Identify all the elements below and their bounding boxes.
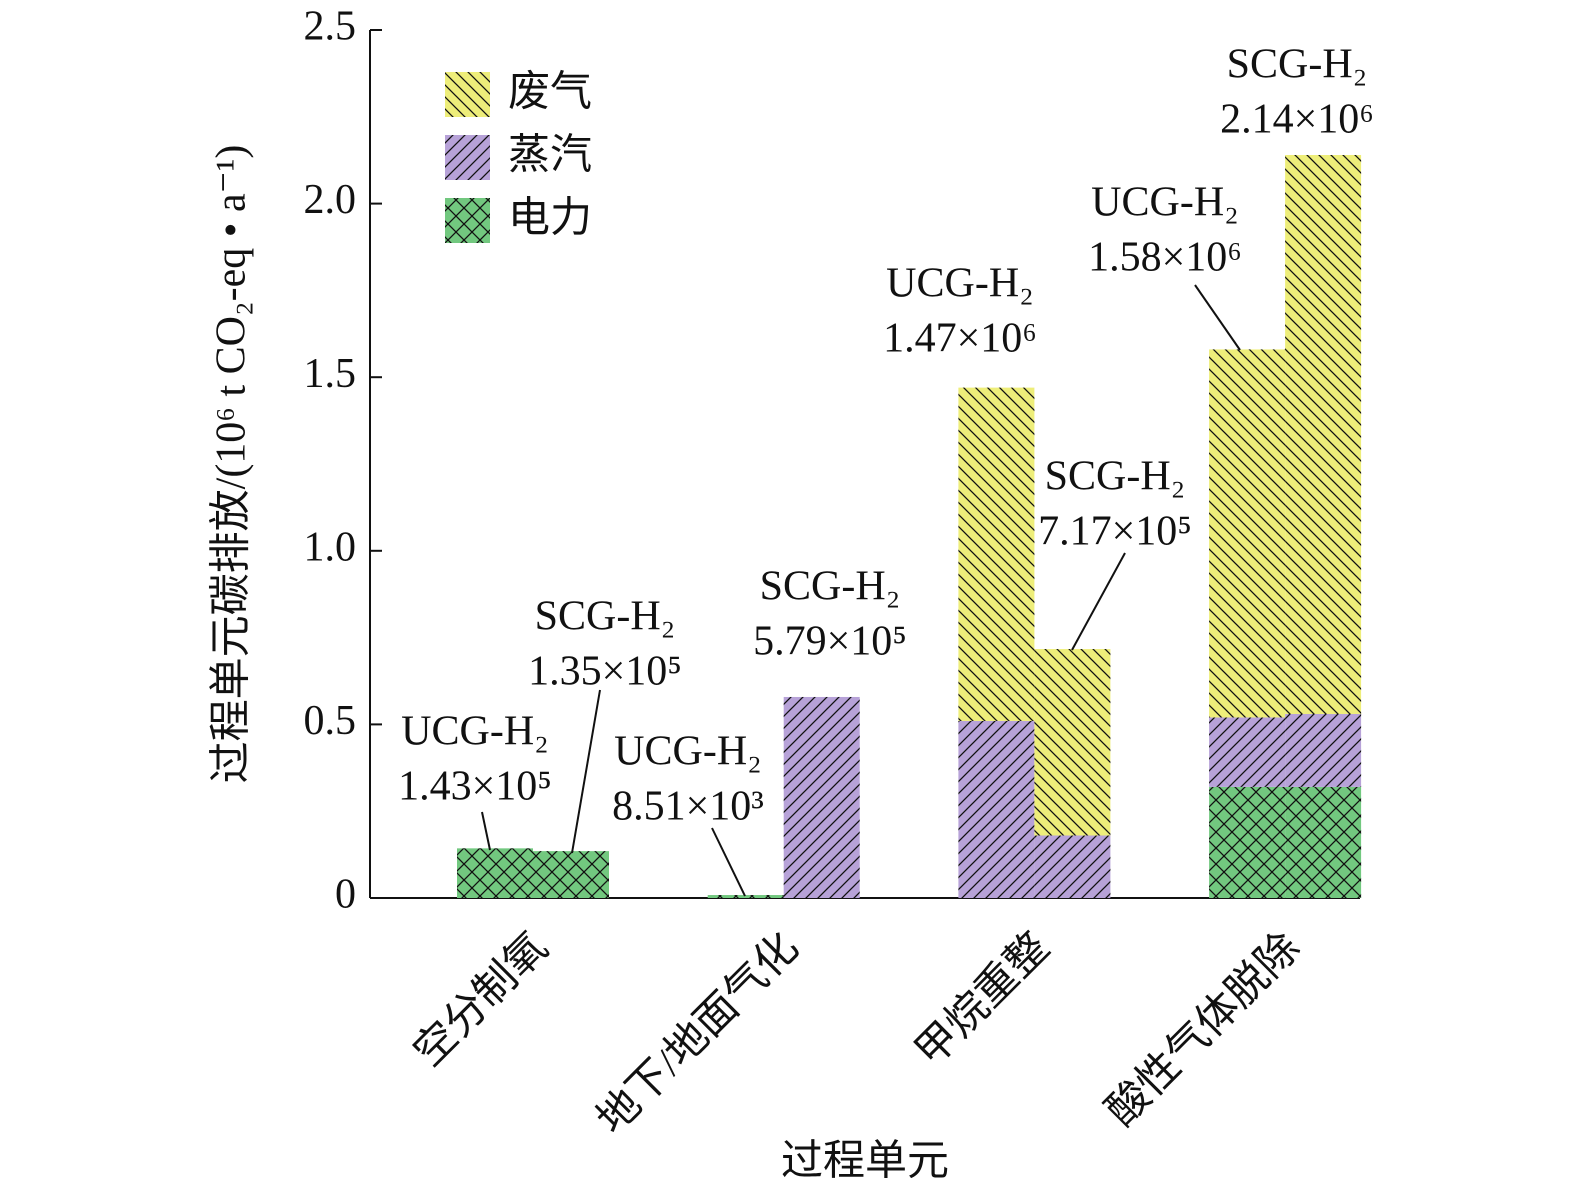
legend-label: 废气 [508,70,592,116]
annotation-value: 2.14×10⁶ [1220,97,1374,143]
bar-hatch [1209,717,1286,787]
legend-label: 电力 [508,196,592,242]
legend-hatch [445,72,490,117]
leader-line [711,827,746,897]
annotation-group: SCG-H₂ [1045,454,1186,500]
leader-line [1194,284,1241,351]
bar-hatch [783,696,860,898]
annotation-group: UCG-H₂ [401,709,549,755]
annotation-group: SCG-H₂ [535,594,676,640]
annotation-group: UCG-H₂ [1091,180,1239,226]
bar-hatch [1209,786,1286,898]
annotation-value: 1.58×10⁶ [1088,235,1242,281]
x-tick-label: 酸性气体脱除 [1098,924,1309,1135]
bar-hatch [1209,349,1286,718]
annotation-value: 5.79×10⁵ [753,619,907,665]
annotation-value: 8.51×10³ [612,784,764,830]
bar-hatch [958,720,1035,898]
annotation-group: SCG-H₂ [760,564,901,610]
y-tick-label: 0.5 [304,698,357,744]
bar-hatch [533,851,609,898]
bar-hatch [1285,713,1362,787]
bar-hatch [958,387,1035,721]
x-tick-label: 地下/地面气化 [589,924,808,1143]
bar-hatch [1285,786,1362,898]
bar-hatch [1285,154,1362,714]
legend-hatch [445,198,490,243]
x-tick-label: 空分制氧 [405,924,557,1076]
annotation-group: SCG-H₂ [1227,42,1368,88]
legend-label: 蒸汽 [508,133,592,179]
annotation-value: 7.17×10⁵ [1038,509,1192,555]
y-tick-label: 1.5 [304,351,357,397]
annotation-value: 1.43×10⁵ [398,764,552,810]
annotation-value: 1.47×10⁶ [883,316,1037,362]
y-tick-label: 0 [335,872,356,918]
bar-hatch [1034,649,1111,836]
annotation-value: 1.35×10⁵ [528,649,682,695]
x-tick-label: 甲烷重整 [906,924,1058,1076]
y-tick-label: 2.5 [304,4,357,50]
legend-hatch [445,135,490,180]
leader-line [571,689,601,854]
annotation-group: UCG-H₂ [886,261,1034,307]
bar-hatch [1034,835,1111,898]
leader-line [481,811,491,851]
y-tick-label: 2.0 [304,177,357,223]
bar-hatch [707,895,784,898]
y-axis-label: 过程单元碳排放/(10⁶ t CO₂-eq • a⁻¹) [209,145,255,784]
y-tick-label: 1.0 [304,524,357,570]
leader-line [1071,552,1126,651]
bar-hatch [457,848,533,898]
x-axis-label: 过程单元 [781,1139,949,1185]
annotation-group: UCG-H₂ [614,729,762,775]
